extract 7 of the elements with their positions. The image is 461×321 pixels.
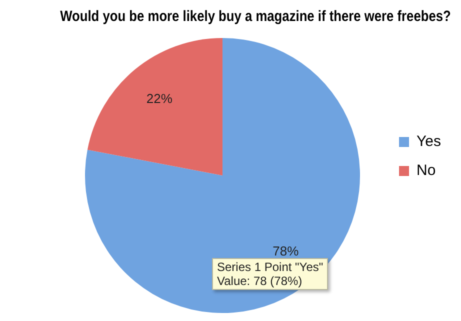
data-label: 78%: [272, 243, 300, 258]
text: Series 1 Point "Yes": [217, 260, 324, 274]
legend-label: No: [416, 162, 436, 180]
text: Value: 78 (78%): [217, 274, 304, 288]
legend-label: Yes: [416, 133, 442, 150]
data-label: 22%: [146, 90, 173, 106]
chart-title: Would you be more likely buy a magazine if there were freebes?: [60, 7, 451, 24]
